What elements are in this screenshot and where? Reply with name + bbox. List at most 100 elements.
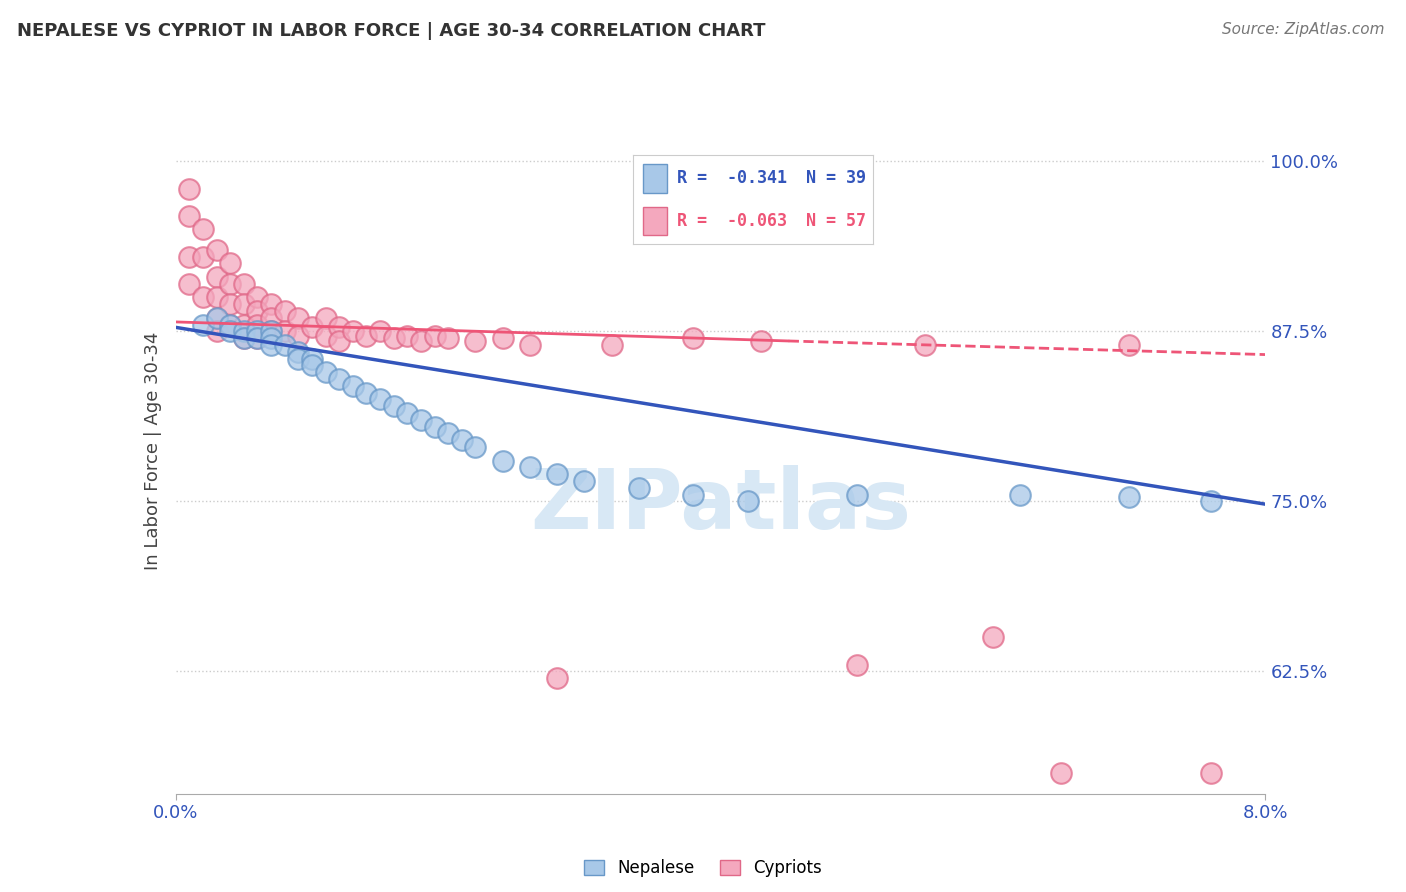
Point <box>464 334 486 348</box>
Point <box>287 344 309 359</box>
Text: R =  -0.341: R = -0.341 <box>676 169 786 187</box>
Point <box>682 331 704 345</box>
Point <box>627 481 650 495</box>
Point <box>205 310 228 325</box>
Point <box>315 328 337 343</box>
Text: R =  -0.063: R = -0.063 <box>676 212 786 230</box>
Point <box>1010 488 1032 502</box>
Point <box>219 318 242 332</box>
Point <box>179 209 201 223</box>
Point <box>1199 494 1222 508</box>
Point <box>751 334 773 348</box>
Point <box>574 474 596 488</box>
Text: N = 39: N = 39 <box>806 169 866 187</box>
Point <box>301 320 323 334</box>
Point <box>315 365 337 379</box>
Point <box>356 328 378 343</box>
Point <box>260 325 283 339</box>
Point <box>368 325 391 339</box>
Point <box>437 426 460 441</box>
Point <box>246 304 269 318</box>
Point <box>205 325 228 339</box>
Point <box>260 297 283 311</box>
Point <box>1118 338 1140 352</box>
Point <box>328 372 350 386</box>
Point <box>342 379 364 393</box>
Point <box>519 338 541 352</box>
Point <box>205 290 228 304</box>
Point <box>179 277 201 291</box>
Point <box>845 488 868 502</box>
Point <box>737 494 759 508</box>
Point <box>546 671 568 685</box>
Point <box>260 331 283 345</box>
Point <box>274 325 297 339</box>
Point <box>356 385 378 400</box>
Point <box>287 351 309 366</box>
Point <box>232 297 254 311</box>
Point <box>232 325 254 339</box>
Point <box>232 318 254 332</box>
Point <box>600 338 623 352</box>
Point <box>205 310 228 325</box>
Point <box>396 328 419 343</box>
Point <box>1199 766 1222 780</box>
Point <box>1050 766 1073 780</box>
Point <box>246 325 269 339</box>
Bar <box>643 207 666 235</box>
Point <box>179 250 201 264</box>
Point <box>342 325 364 339</box>
Point <box>246 331 269 345</box>
Point <box>914 338 936 352</box>
Point <box>191 222 214 236</box>
Point <box>396 406 419 420</box>
Point <box>191 318 214 332</box>
Point <box>301 359 323 373</box>
Point <box>246 318 269 332</box>
Point <box>423 419 446 434</box>
Text: N = 57: N = 57 <box>806 212 866 230</box>
Point <box>219 325 242 339</box>
Point <box>274 304 297 318</box>
Text: Source: ZipAtlas.com: Source: ZipAtlas.com <box>1222 22 1385 37</box>
Point <box>191 290 214 304</box>
Point <box>205 270 228 285</box>
Point <box>274 338 297 352</box>
Point <box>232 331 254 345</box>
Point <box>246 290 269 304</box>
Point <box>1118 491 1140 505</box>
Point <box>546 467 568 482</box>
Text: ZIPatlas: ZIPatlas <box>530 465 911 546</box>
Point <box>232 277 254 291</box>
Point <box>368 392 391 407</box>
Point <box>219 318 242 332</box>
Point <box>382 331 405 345</box>
Point <box>287 310 309 325</box>
Y-axis label: In Labor Force | Age 30-34: In Labor Force | Age 30-34 <box>143 331 162 570</box>
Point <box>492 453 515 467</box>
Point <box>981 631 1004 645</box>
Point <box>519 460 541 475</box>
Point <box>328 320 350 334</box>
Point <box>287 328 309 343</box>
Point <box>301 351 323 366</box>
Point <box>260 325 283 339</box>
Text: NEPALESE VS CYPRIOT IN LABOR FORCE | AGE 30-34 CORRELATION CHART: NEPALESE VS CYPRIOT IN LABOR FORCE | AGE… <box>17 22 765 40</box>
Point <box>260 310 283 325</box>
Point <box>191 250 214 264</box>
Point <box>179 181 201 195</box>
Point <box>328 334 350 348</box>
Point <box>409 334 432 348</box>
Point <box>845 657 868 672</box>
Point <box>219 297 242 311</box>
Point <box>246 331 269 345</box>
Point <box>260 338 283 352</box>
Point <box>409 413 432 427</box>
Point <box>219 277 242 291</box>
Point <box>450 434 472 448</box>
Point <box>464 440 486 454</box>
Point <box>423 328 446 343</box>
Point <box>219 256 242 270</box>
Legend: Nepalese, Cypriots: Nepalese, Cypriots <box>578 853 828 884</box>
Point <box>232 331 254 345</box>
